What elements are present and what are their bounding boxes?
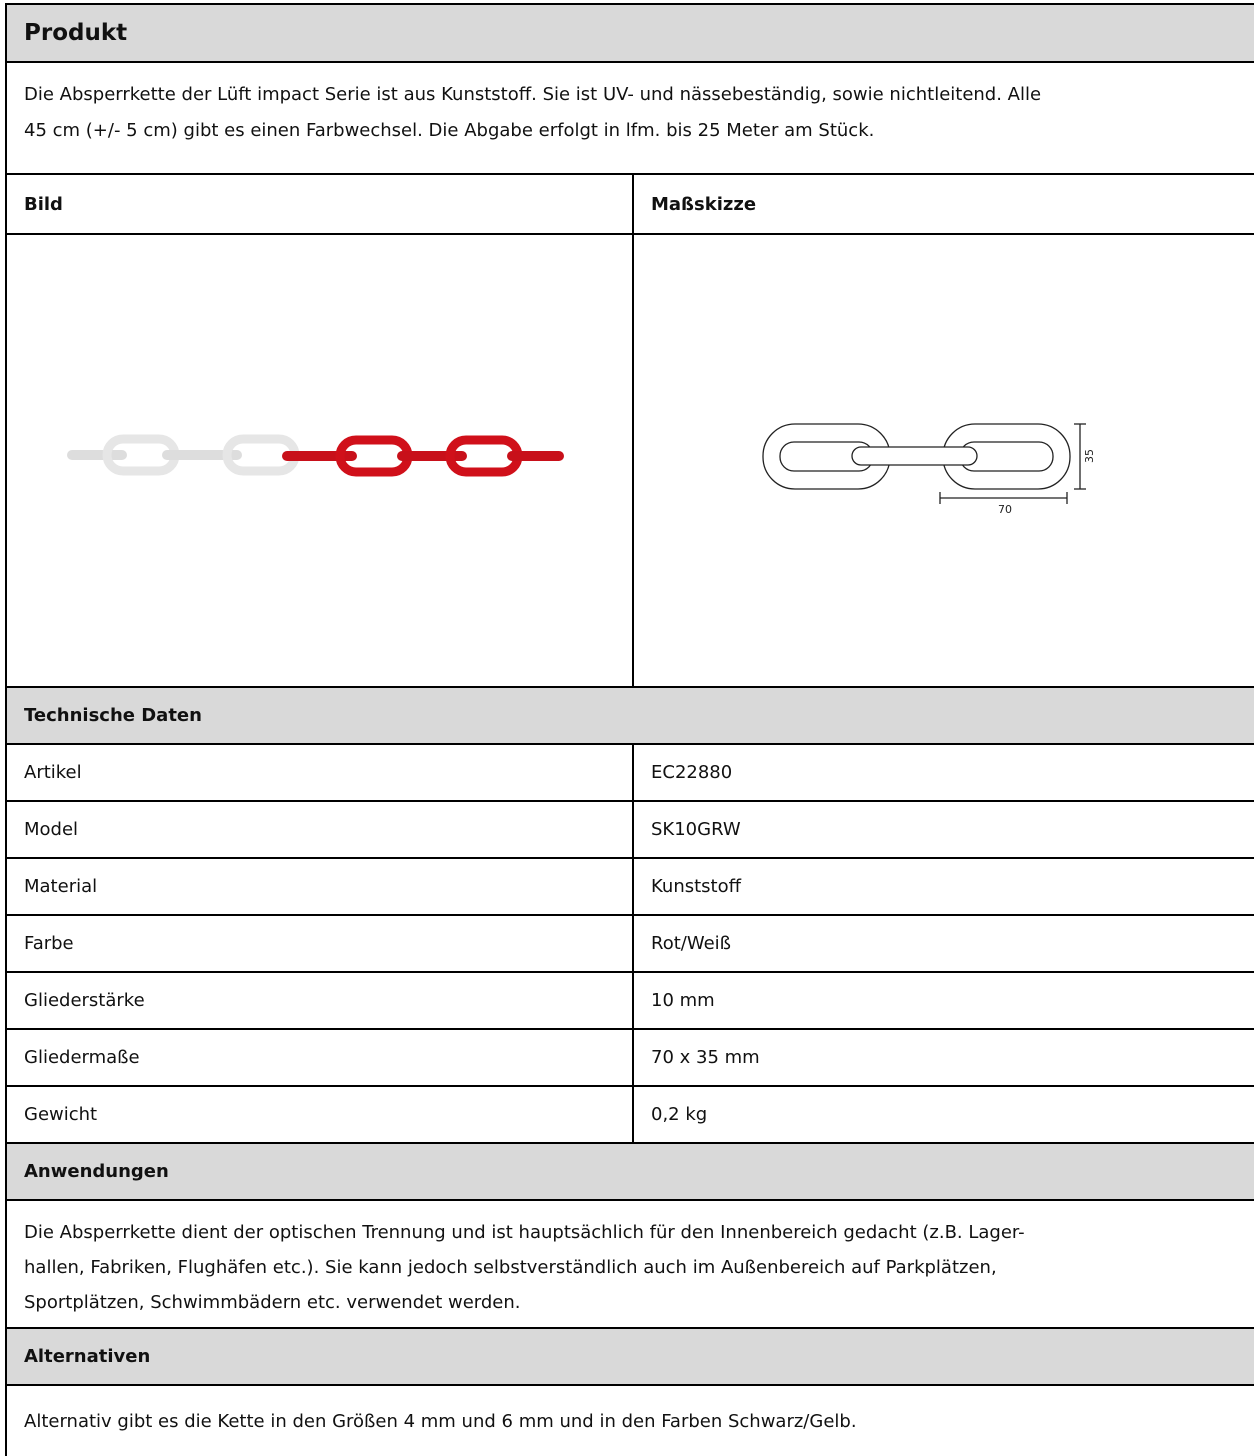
sketch-cell: 35 70 — [634, 235, 1254, 686]
spec-row: Gliedermaße 70 x 35 mm — [7, 1028, 1254, 1085]
spec-value: SK10GRW — [651, 819, 741, 840]
spec-value: 70 x 35 mm — [651, 1047, 760, 1068]
dimension-sketch: 35 70 — [762, 423, 1096, 516]
image-row: 35 70 — [7, 233, 1254, 686]
spec-value: EC22880 — [651, 762, 733, 783]
alternatives-text: Alternativ gibt es die Kette in den Größ… — [24, 1410, 857, 1432]
alternatives-title-row: Alternativen — [7, 1327, 1254, 1384]
height-label: 35 — [1083, 449, 1096, 463]
spec-value: Rot/Weiß — [651, 933, 731, 954]
image-header-row: Bild Maßskizze — [7, 173, 1254, 233]
applications-text: Die Absperrkette dient der optischen Tre… — [7, 1201, 1042, 1327]
text-line: hallen, Fabriken, Flughäfen etc.). Sie k… — [24, 1257, 997, 1278]
datasheet: Produkt Die Absperrkette der Lüft impact… — [5, 3, 1254, 1456]
text-line: Sportplätzen, Schwimmbädern etc. verwend… — [24, 1292, 521, 1313]
spec-row: Gewicht 0,2 kg — [7, 1085, 1254, 1142]
spec-row: Gliederstärke 10 mm — [7, 971, 1254, 1028]
specs-title: Technische Daten — [24, 705, 202, 726]
spec-row: Farbe Rot/Weiß — [7, 914, 1254, 971]
title-row: Produkt — [7, 3, 1254, 61]
chain — [67, 434, 564, 477]
width-label: 70 — [998, 503, 1012, 516]
alternatives-row: Alternativ gibt es die Kette in den Größ… — [7, 1384, 1254, 1456]
specs-table: Artikel EC22880 Model SK10GRW Material Kunsts… — [7, 743, 1254, 1142]
spec-value: Kunststoff — [651, 876, 742, 897]
applications-title: Anwendungen — [24, 1161, 169, 1182]
spec-label: Artikel — [7, 745, 634, 800]
spec-row: Model SK10GRW — [7, 800, 1254, 857]
spec-label: Gliedermaße — [7, 1030, 634, 1085]
applications-title-row: Anwendungen — [7, 1142, 1254, 1199]
image-header: Maßskizze — [651, 193, 757, 215]
spec-label: Farbe — [7, 916, 634, 971]
chain-photo — [67, 434, 564, 477]
spec-row: Artikel EC22880 — [7, 743, 1254, 800]
alternatives-title: Alternativen — [24, 1346, 151, 1367]
spec-value: 0,2 kg — [651, 1104, 708, 1125]
spec-label: Gewicht — [7, 1087, 634, 1142]
spec-value: 10 mm — [651, 990, 715, 1011]
spec-row: Material Kunststoff — [7, 857, 1254, 914]
sketch-lines — [762, 423, 1086, 504]
text-line: Die Absperrkette der Lüft impact Serie i… — [24, 84, 1042, 105]
specs-title-row: Technische Daten — [7, 686, 1254, 743]
photo-cell — [7, 235, 634, 686]
applications-row: Die Absperrkette dient der optischen Tre… — [7, 1199, 1254, 1327]
title: Produkt — [24, 20, 128, 46]
description: Die Absperrkette der Lüft impact Serie i… — [7, 63, 1058, 173]
text-line: 45 cm (+/- 5 cm) gibt es einen Farbwechs… — [24, 120, 875, 141]
description-row: Die Absperrkette der Lüft impact Serie i… — [7, 61, 1254, 173]
spec-label: Model — [7, 802, 634, 857]
image-header: Bild — [7, 175, 634, 233]
spec-label: Material — [7, 859, 634, 914]
text-line: Die Absperrkette dient der optischen Tre… — [24, 1222, 1025, 1243]
outline — [851, 446, 978, 466]
spec-label: Gliederstärke — [7, 973, 634, 1028]
